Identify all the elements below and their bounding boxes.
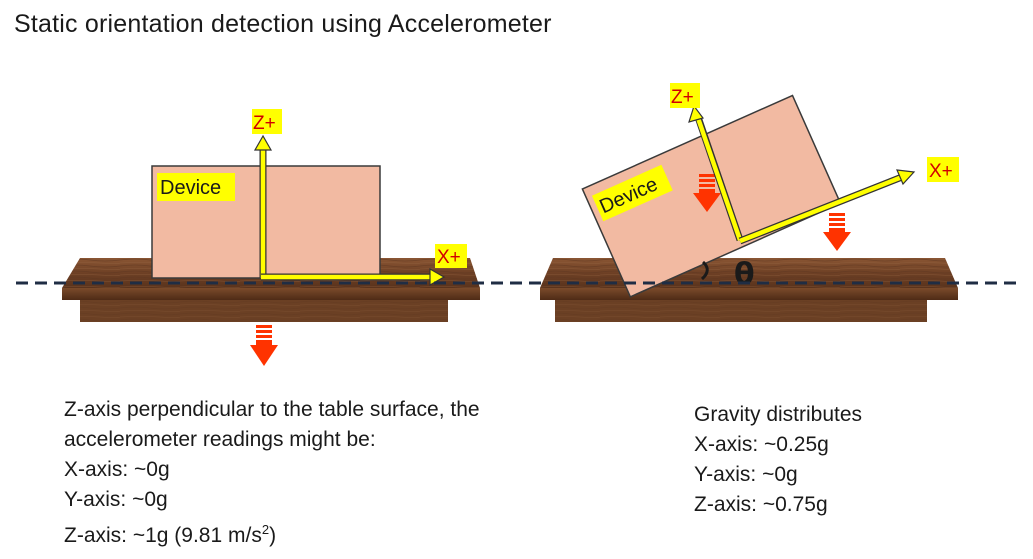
angle-theta: θ [734, 257, 755, 292]
page-title: Static orientation detection using Accel… [14, 10, 552, 38]
right-gravity-arrow-device [693, 174, 721, 212]
right-description: Gravity distributes X-axis: ~0.25g Y-axi… [694, 400, 862, 520]
left-x-axis [261, 267, 446, 287]
left-z-reading-sup: 2 [261, 522, 270, 537]
right-z-reading: Z-axis: ~0.75g [694, 493, 828, 516]
left-x-axis-label: X+ [437, 247, 461, 268]
left-device-label-bg [157, 173, 235, 201]
right-z-axis-label: Z+ [671, 87, 694, 108]
left-z-axis [253, 134, 273, 278]
right-x-reading: X-axis: ~0.25g [694, 433, 829, 456]
right-z-axis [688, 104, 744, 242]
right-y-reading: Y-axis: ~0g [694, 463, 798, 486]
left-z-reading: Z-axis: ~1g (9.81 m/s2) [64, 515, 480, 551]
left-desc-line1: Z-axis perpendicular to the table surfac… [64, 398, 480, 421]
left-x-label-bg [435, 244, 467, 268]
left-z-axis-label: Z+ [253, 113, 276, 134]
left-z-reading-prefix: Z-axis: ~1g (9.81 m/s [64, 524, 262, 547]
left-y-reading: Y-axis: ~0g [64, 488, 168, 511]
left-z-label-bg [252, 109, 282, 134]
angle-arc [700, 260, 709, 281]
right-x-axis-label: X+ [929, 161, 953, 182]
left-desc-line2: accelerometer readings might be: [64, 428, 376, 451]
left-z-reading-suffix: ) [269, 524, 277, 547]
right-z-label-bg [670, 83, 700, 108]
left-description: Z-axis perpendicular to the table surfac… [64, 395, 480, 551]
right-desc-line1: Gravity distributes [694, 403, 863, 426]
right-gravity-arrow-side [823, 213, 851, 251]
right-x-label-bg [927, 157, 959, 182]
right-x-axis [738, 169, 916, 245]
left-device-label: Device [160, 177, 221, 199]
right-device-label-bg [591, 164, 673, 222]
left-x-reading: X-axis: ~0g [64, 458, 170, 481]
left-gravity-arrow [250, 325, 278, 366]
